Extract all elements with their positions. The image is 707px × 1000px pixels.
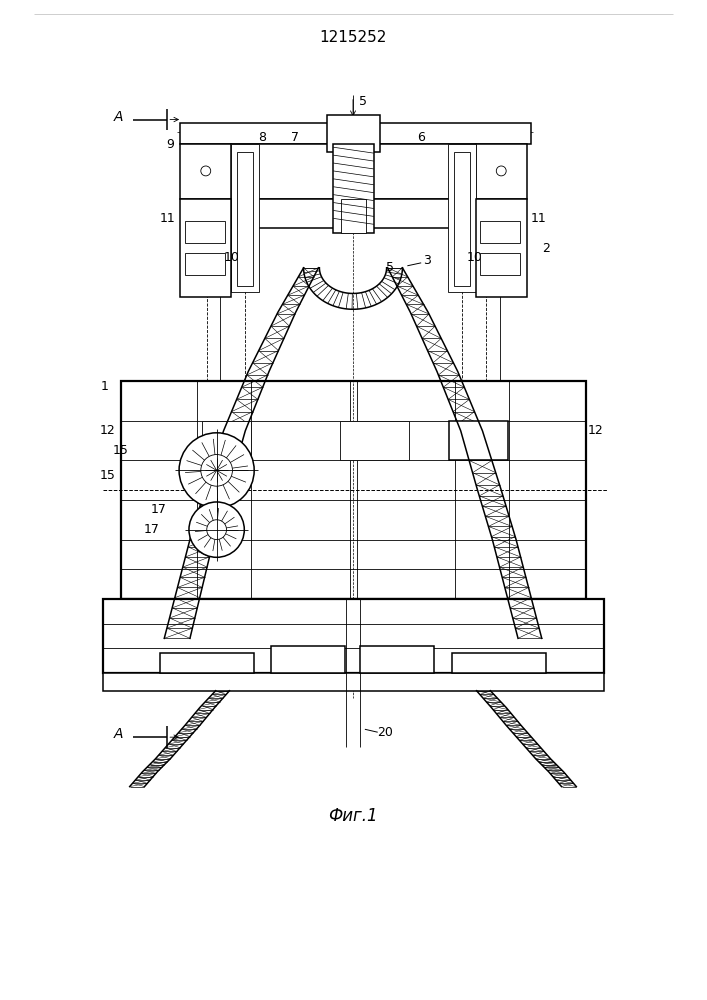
Bar	[238, 152, 253, 286]
Bar	[121, 381, 586, 599]
Text: 17: 17	[151, 503, 166, 516]
Circle shape	[189, 502, 245, 557]
Bar	[341, 199, 366, 233]
Circle shape	[206, 520, 226, 540]
Text: 11: 11	[531, 212, 547, 225]
Text: 11: 11	[159, 212, 175, 225]
Text: 12: 12	[100, 424, 116, 437]
Text: 1215252: 1215252	[320, 30, 387, 45]
Bar	[103, 599, 604, 673]
Text: 17: 17	[144, 523, 159, 536]
Bar	[160, 653, 255, 673]
Bar	[481, 221, 520, 243]
Text: 9: 9	[166, 138, 174, 151]
Text: 10: 10	[467, 251, 482, 264]
Bar	[340, 421, 409, 460]
Bar	[201, 421, 251, 460]
Bar	[231, 199, 340, 228]
Bar	[481, 253, 520, 275]
Bar	[360, 646, 434, 673]
Text: А: А	[114, 110, 124, 124]
Circle shape	[179, 433, 255, 508]
Text: 15: 15	[113, 444, 129, 457]
Bar	[271, 646, 345, 673]
Text: 8: 8	[258, 131, 266, 144]
Bar	[454, 152, 469, 286]
Text: 12: 12	[588, 424, 603, 437]
Text: 10: 10	[223, 251, 240, 264]
Text: 15: 15	[100, 469, 116, 482]
Bar	[185, 221, 225, 243]
Bar	[449, 421, 508, 460]
Bar	[185, 253, 225, 275]
Text: 6: 6	[417, 131, 425, 144]
Bar	[103, 673, 604, 691]
Text: 5: 5	[359, 95, 367, 108]
Bar	[327, 115, 380, 152]
Bar	[448, 144, 476, 292]
Circle shape	[201, 455, 233, 486]
Bar	[180, 123, 531, 144]
Text: 1: 1	[101, 380, 109, 393]
Bar	[452, 653, 546, 673]
Text: А: А	[114, 727, 124, 741]
Text: 2: 2	[542, 242, 549, 255]
Text: 3: 3	[423, 254, 431, 267]
Text: Фиг.1: Фиг.1	[328, 807, 378, 825]
Bar	[180, 199, 231, 297]
Bar	[476, 144, 527, 199]
Text: 20: 20	[377, 726, 392, 739]
Bar	[180, 144, 231, 199]
Bar	[231, 144, 476, 199]
Bar	[476, 199, 527, 297]
Bar	[333, 144, 374, 233]
Bar	[367, 199, 476, 228]
Bar	[231, 144, 259, 292]
Text: 7: 7	[291, 131, 298, 144]
Text: 5: 5	[385, 261, 394, 274]
